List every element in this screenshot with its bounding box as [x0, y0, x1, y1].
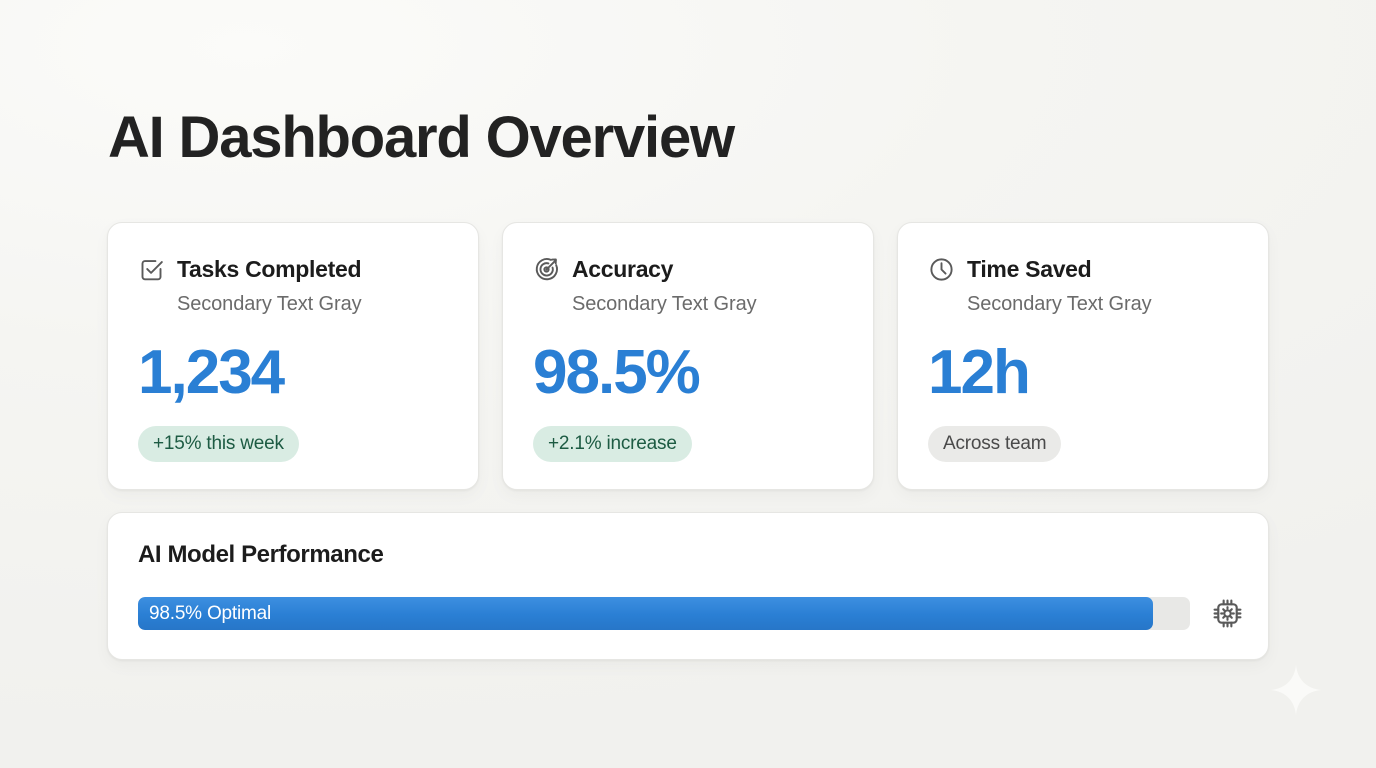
- stat-card-subtitle: Secondary Text Gray: [177, 293, 362, 315]
- stat-card-value: 1,234: [138, 338, 285, 407]
- stat-card-header: Tasks Completed: [138, 253, 448, 285]
- clock-icon: [930, 257, 953, 281]
- progress-row: 98.5% Optimal: [138, 597, 1242, 630]
- status-badge: +15% this week: [138, 426, 299, 462]
- progress-bar-label: 98.5% Optimal: [149, 603, 272, 624]
- stat-card-title: Accuracy: [572, 255, 674, 282]
- stat-card-subtitle: Secondary Text Gray: [572, 293, 757, 315]
- stat-card-accuracy[interactable]: Accuracy Secondary Text Gray 98.5% +2.1%…: [502, 222, 874, 490]
- sparkle-icon: [1271, 665, 1321, 715]
- stat-card-title: Time Saved: [967, 255, 1092, 282]
- microchip-gear-icon[interactable]: [1211, 597, 1244, 630]
- stat-card-header: Accuracy: [533, 253, 843, 285]
- stat-card-header: Time Saved: [928, 253, 1238, 285]
- stat-card-title: Tasks Completed: [177, 255, 362, 282]
- progress-bar-track[interactable]: 98.5% Optimal: [138, 597, 1190, 630]
- checkbox-check-icon: [141, 259, 163, 280]
- stat-card-grid: Tasks Completed Secondary Text Gray 1,23…: [107, 222, 1269, 490]
- stat-card-value: 98.5%: [533, 338, 701, 407]
- panel-title: AI Model Performance: [138, 541, 384, 568]
- stat-card-value: 12h: [928, 338, 1031, 407]
- progress-bar-fill: 98.5% Optimal: [138, 597, 1154, 630]
- stat-card-tasks-completed[interactable]: Tasks Completed Secondary Text Gray 1,23…: [107, 222, 479, 490]
- status-badge: +2.1% increase: [533, 426, 692, 462]
- stat-card-time-saved[interactable]: Time Saved Secondary Text Gray 12h Acros…: [897, 222, 1269, 490]
- page-title: AI Dashboard Overview: [108, 105, 735, 170]
- target-arrow-icon: [535, 257, 558, 280]
- stat-card-subtitle: Secondary Text Gray: [967, 293, 1152, 315]
- ai-model-performance-panel: AI Model Performance 98.5% Optimal: [107, 512, 1269, 660]
- status-badge: Across team: [928, 426, 1062, 462]
